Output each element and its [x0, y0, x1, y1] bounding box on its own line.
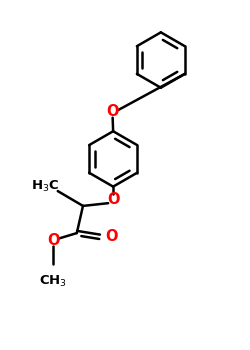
Text: O: O — [107, 192, 120, 207]
Text: CH$_3$: CH$_3$ — [39, 274, 67, 289]
Text: H$_3$C: H$_3$C — [31, 178, 59, 194]
Text: O: O — [47, 233, 60, 248]
Text: O: O — [105, 229, 118, 244]
Text: O: O — [106, 104, 119, 119]
